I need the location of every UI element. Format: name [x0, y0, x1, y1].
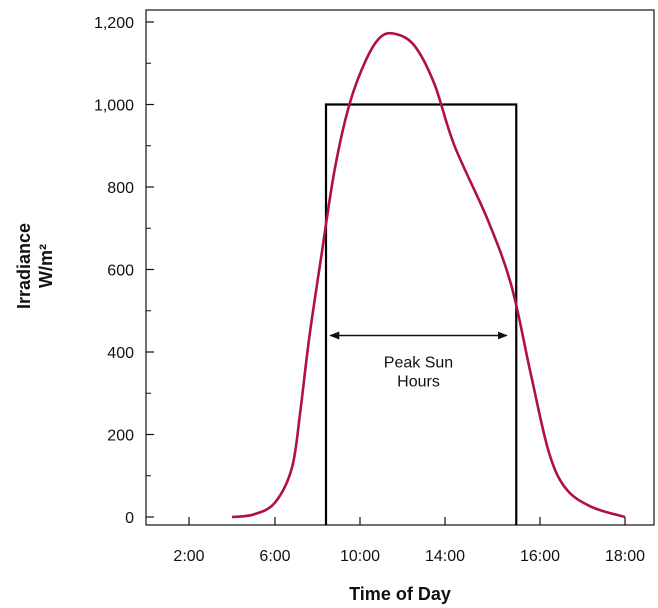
peak-sun-hours-label-line1: Peak Sun — [384, 355, 453, 372]
x-axis-title: Time of Day — [349, 584, 451, 604]
plot-frame — [145, 9, 655, 526]
y-tick-label: 1,000 — [94, 98, 134, 115]
x-tick-label: 10:00 — [340, 548, 380, 565]
peak-sun-hours-box — [324, 103, 518, 525]
series-layer — [231, 31, 626, 519]
x-tick-label: 16:00 — [520, 548, 560, 565]
x-tick-label: 2:00 — [173, 548, 204, 565]
y-axis-title-line2: W/m² — [36, 244, 56, 288]
y-axis: 0 200 400 600 800 1,000 1,200 — [94, 15, 154, 527]
irradiance-curve — [231, 31, 626, 519]
annotation-layer: Peak Sun Hours — [329, 331, 508, 391]
x-axis: 2:00 6:00 10:00 14:00 16:00 18:00 — [173, 517, 645, 565]
peak-sun-box-layer — [324, 103, 518, 525]
y-tick-label: 400 — [107, 345, 134, 362]
y-tick-label: 600 — [107, 263, 134, 280]
y-axis-title-line1: Irradiance — [14, 223, 34, 309]
x-tick-label: 6:00 — [259, 548, 290, 565]
peak-sun-hours-label-line2: Hours — [397, 374, 440, 391]
y-tick-label: 200 — [107, 428, 134, 445]
y-tick-label: 1,200 — [94, 15, 134, 32]
y-tick-label: 0 — [125, 510, 134, 527]
x-tick-label: 14:00 — [425, 548, 465, 565]
x-tick-label: 18:00 — [605, 548, 645, 565]
y-tick-label: 800 — [107, 180, 134, 197]
